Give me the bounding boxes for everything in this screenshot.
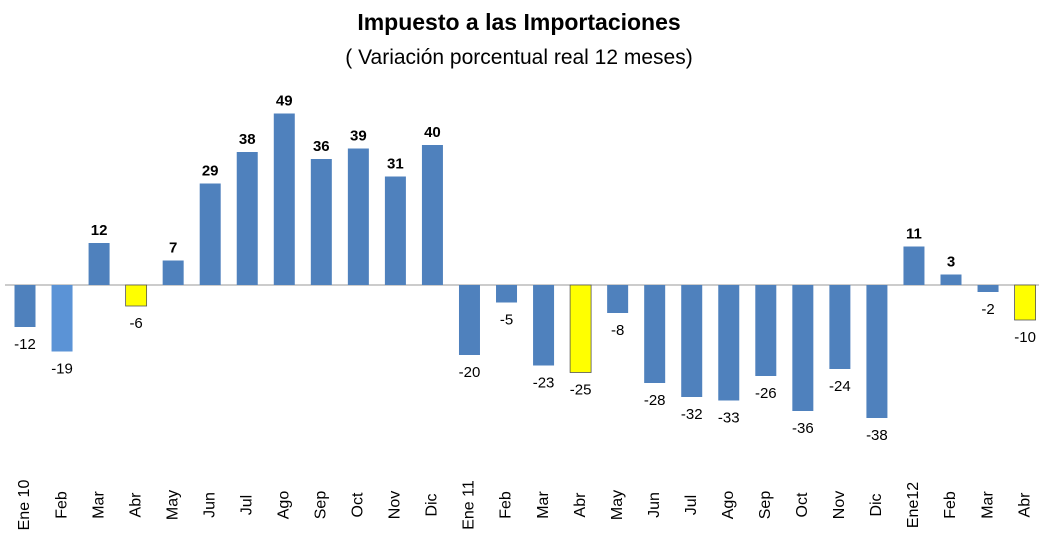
bar <box>199 183 221 285</box>
x-tick-label: Nov <box>831 491 848 519</box>
data-label: 36 <box>313 138 330 155</box>
data-label: -38 <box>866 427 888 444</box>
bar <box>977 285 999 292</box>
data-label: 38 <box>239 131 256 148</box>
bar <box>569 284 592 373</box>
x-tick-label: Abr <box>1016 492 1033 518</box>
x-tick-label: Oct <box>794 492 811 517</box>
x-tick-label: Ago <box>275 491 292 520</box>
data-label: 12 <box>91 222 108 239</box>
bar <box>14 285 36 327</box>
x-tick-label: May <box>609 490 626 520</box>
data-label: -6 <box>129 315 142 332</box>
data-label: -26 <box>755 385 777 402</box>
data-label: 7 <box>169 240 177 257</box>
x-tick-label: Oct <box>350 492 367 517</box>
bar <box>829 285 851 369</box>
bar <box>681 285 703 397</box>
bar <box>88 243 110 285</box>
data-label: -23 <box>533 375 555 392</box>
bar <box>755 285 777 376</box>
data-label: 3 <box>947 254 955 271</box>
data-label: -24 <box>829 378 851 395</box>
data-label: -8 <box>611 322 624 339</box>
data-label: -33 <box>718 410 740 427</box>
bar <box>347 148 369 285</box>
x-tick-label: May <box>164 490 181 520</box>
x-tick-label: Ene 11 <box>461 480 478 530</box>
chart-subtitle: ( Variación porcentual real 12 meses) <box>345 46 692 69</box>
x-tick-label: Jul <box>238 495 255 515</box>
data-label: -2 <box>981 301 994 318</box>
data-label: 31 <box>387 156 404 173</box>
bar <box>792 285 814 411</box>
data-label: -19 <box>51 361 73 378</box>
bar <box>644 285 666 383</box>
bar <box>607 285 629 313</box>
bar <box>458 285 480 355</box>
bar <box>533 285 555 366</box>
data-label: 11 <box>906 226 922 243</box>
x-tick-label: Jun <box>201 492 218 518</box>
x-tick-label: Jun <box>646 492 663 518</box>
data-label: -12 <box>14 336 36 353</box>
bar <box>162 260 184 285</box>
x-tick-label: Dic <box>868 493 885 516</box>
bar <box>718 285 740 401</box>
bar <box>125 284 148 307</box>
chart-title: Impuesto a las Importaciones <box>357 9 680 35</box>
bar <box>1014 284 1036 321</box>
data-label: 39 <box>350 128 367 145</box>
data-label: -20 <box>459 364 481 381</box>
bar <box>940 274 962 285</box>
data-label: 29 <box>202 163 219 180</box>
x-tick-label: Ago <box>720 491 737 520</box>
bar <box>384 176 406 285</box>
bar <box>273 113 295 285</box>
x-tick-label: Jul <box>683 495 700 515</box>
bar <box>496 285 518 303</box>
data-label: 40 <box>424 124 441 141</box>
x-tick-label: Feb <box>498 491 515 519</box>
x-tick-label: Sep <box>757 491 774 520</box>
x-tick-label: Mar <box>979 491 996 519</box>
data-label: 49 <box>276 93 293 110</box>
data-label: -5 <box>500 312 513 329</box>
x-tick-label: Ene 10 <box>16 480 33 531</box>
bar <box>866 285 888 418</box>
bar <box>310 159 332 285</box>
x-tick-label: Feb <box>53 491 70 519</box>
x-tick-label: Sep <box>313 491 330 520</box>
bar <box>421 145 443 285</box>
data-label: -36 <box>792 420 814 437</box>
x-tick-label: Mar <box>535 491 552 519</box>
x-tick-label: Nov <box>387 491 404 519</box>
x-tick-label: Feb <box>942 491 959 519</box>
x-tick-label: Abr <box>127 492 144 518</box>
bar <box>903 246 925 285</box>
data-label: -28 <box>644 392 666 409</box>
x-tick-label: Dic <box>424 493 441 516</box>
x-tick-label: Ene12 <box>905 482 922 528</box>
data-label: -32 <box>681 406 703 423</box>
bar <box>236 152 258 285</box>
bar <box>51 285 73 352</box>
x-tick-label: Mar <box>90 491 107 519</box>
x-tick-label: Abr <box>572 492 589 518</box>
data-label: -10 <box>1014 329 1036 346</box>
data-label: -25 <box>570 382 592 399</box>
